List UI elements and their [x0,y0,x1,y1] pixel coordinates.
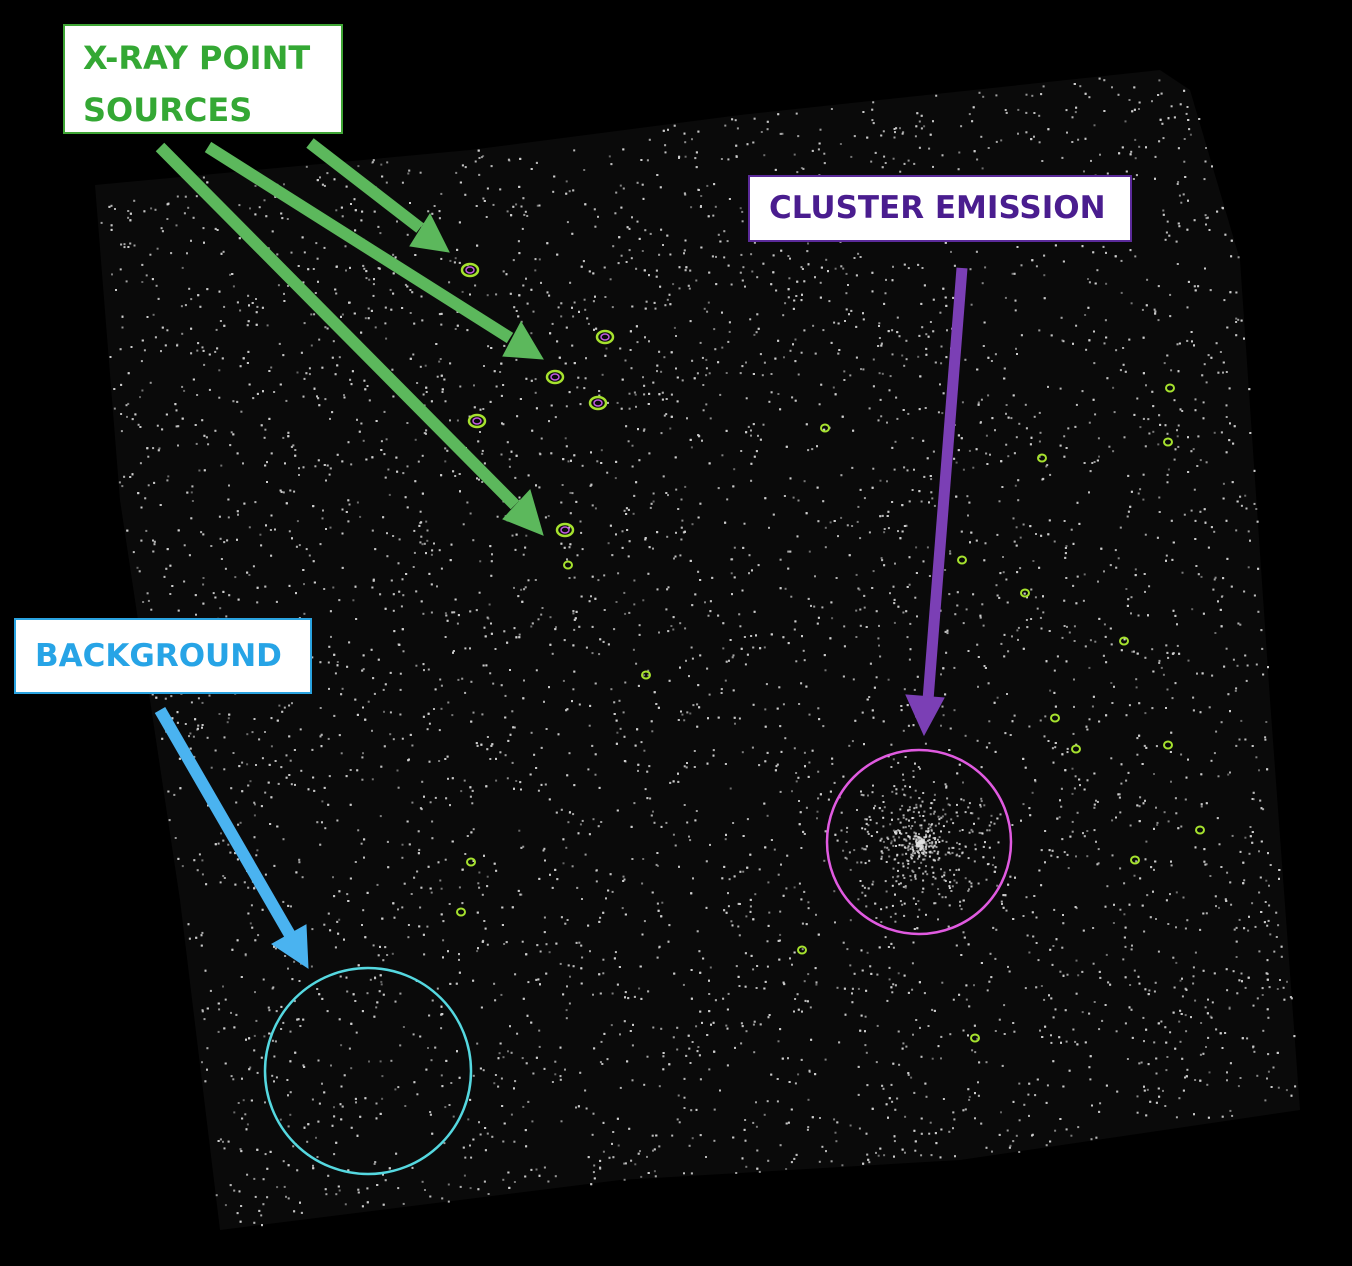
point-source-contour [555,522,575,538]
point-source-inner-contour [593,399,603,407]
xray-arrowhead-1 [409,212,450,253]
photon-counts [100,77,1297,1227]
cluster-arrowhead [905,694,945,737]
background-arrowhead [271,924,309,969]
xray-label-line1: X-RAY POINT [83,39,311,77]
point-source-contour [641,670,651,680]
xray-arrowhead-2 [502,320,544,360]
point-source-contour [1130,855,1140,865]
point-source-contour [1163,740,1173,750]
point-source-contour [1020,588,1030,598]
point-source-contour [1119,636,1129,646]
point-source-inner-contour [600,333,610,341]
point-source-contour [797,945,807,955]
point-source-contour [595,329,615,345]
point-source-contour [957,555,967,565]
cluster-emission-label: CLUSTER EMISSION [748,175,1132,242]
point-source-contour [1165,383,1175,393]
point-source-contour [1037,453,1047,463]
cluster-emission-region [825,748,1013,936]
detector-field [95,70,1300,1230]
xray-arrow-2 [204,141,514,344]
point-source-contour [1163,437,1173,447]
xray-arrow-1 [306,138,424,233]
point-source-inner-contour [560,526,570,534]
point-source-contours [456,262,1205,1043]
point-source-contour [588,395,608,411]
xray-arrows [155,138,544,536]
point-source-contour [820,423,830,433]
point-source-contour [466,857,476,867]
point-source-contour [970,1033,980,1043]
point-source-contour [545,369,565,385]
point-source-inner-contour [550,373,560,381]
xray-point-sources-label: X-RAY POINT SOURCES [63,24,343,134]
point-source-inner-contour [472,417,482,425]
background-region [263,966,473,1176]
point-source-contour [460,262,480,278]
xray-arrow-3 [155,142,520,510]
point-source-contour [563,560,573,570]
point-source-inner-contour [465,266,475,274]
background-label: BACKGROUND [14,618,312,694]
point-source-contour [456,907,466,917]
xray-arrowhead-3 [502,489,544,536]
point-source-contour [1195,825,1205,835]
background-arrow [154,706,309,969]
cluster-arrow [905,267,968,737]
cluster-core-counts [840,770,1000,921]
point-source-contour [1071,744,1081,754]
point-source-contour [1050,713,1060,723]
xray-label-line2: SOURCES [83,91,253,129]
point-source-contour [467,413,487,429]
